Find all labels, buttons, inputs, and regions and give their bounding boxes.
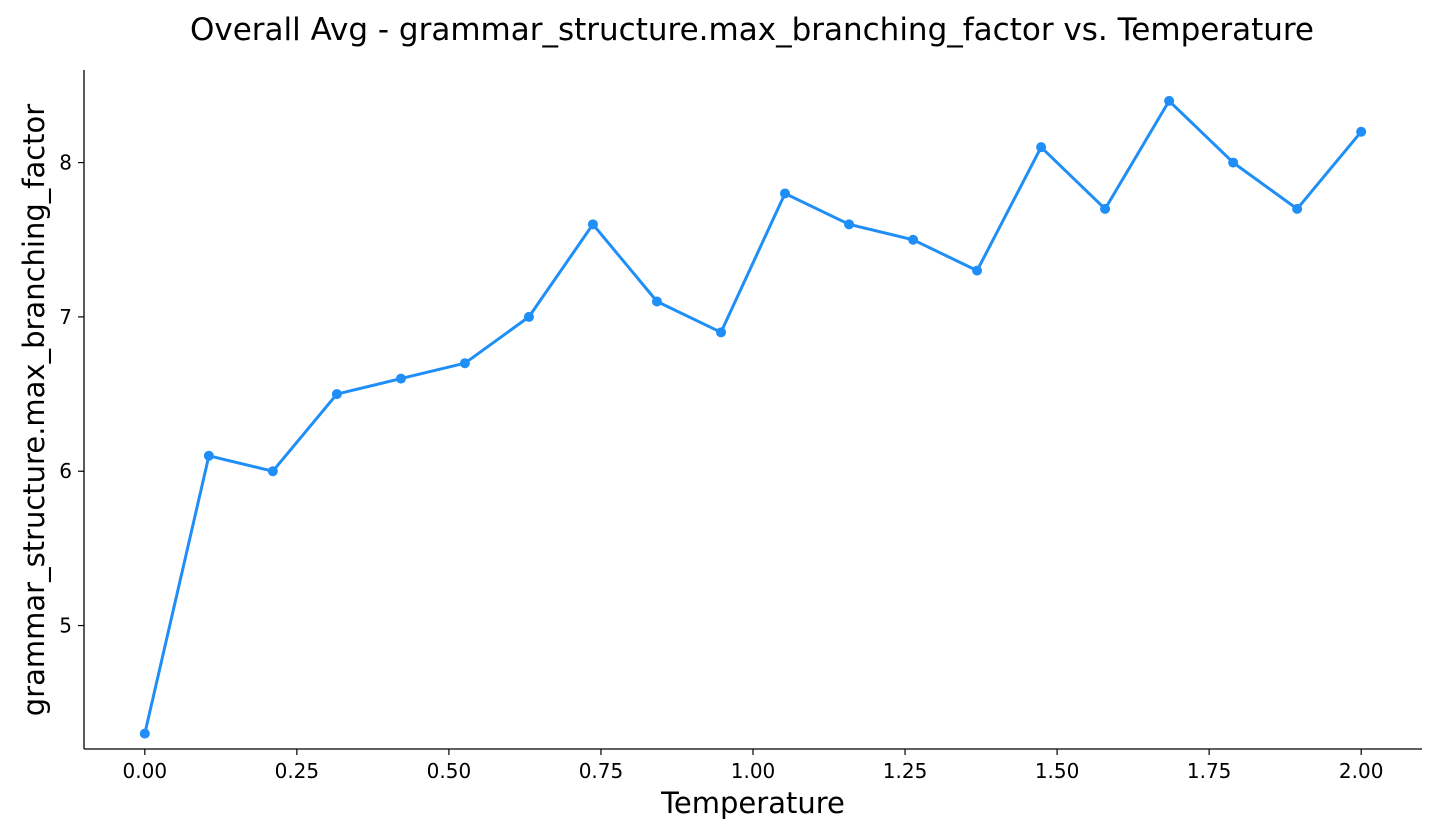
x-ticks: 0.00 0.25 0.50 0.75 1.00 1.25 1.50 1.75 2.00: [123, 749, 1384, 783]
data-point: [1036, 142, 1047, 153]
data-point: [395, 373, 406, 384]
x-tick-label: 0.75: [579, 759, 624, 783]
data-point: [1100, 203, 1111, 214]
y-ticks: 5 6 7 8: [59, 151, 84, 638]
data-point: [203, 450, 214, 461]
data-point: [1356, 126, 1367, 137]
data-point: [908, 234, 919, 245]
x-tick-label: 0.00: [123, 759, 168, 783]
data-point: [716, 327, 727, 338]
data-point: [972, 265, 983, 276]
x-tick-label: 1.00: [731, 759, 776, 783]
x-axis-label: Temperature: [661, 786, 845, 820]
data-point: [459, 358, 470, 369]
y-tick-label: 6: [59, 459, 72, 483]
data-point: [651, 296, 662, 307]
data-point: [1228, 157, 1239, 168]
axes: [83, 70, 1422, 750]
data-point: [844, 219, 855, 230]
data-point: [1164, 95, 1175, 106]
x-tick-label: 0.50: [427, 759, 472, 783]
data-point: [139, 728, 150, 739]
data-point: [779, 188, 790, 199]
data-point: [587, 219, 598, 230]
series-group: [139, 95, 1367, 739]
data-point: [523, 311, 534, 322]
data-point: [267, 466, 278, 477]
y-tick-label: 7: [59, 305, 72, 329]
y-axis-label: grammar_structure.max_branching_factor: [17, 103, 51, 717]
y-tick-label: 8: [59, 151, 72, 175]
chart-title: Overall Avg - grammar_structure.max_bran…: [189, 12, 1315, 48]
x-tick-label: 1.50: [1035, 759, 1080, 783]
x-tick-label: 1.25: [883, 759, 928, 783]
x-tick-label: 0.25: [275, 759, 320, 783]
x-tick-label: 1.75: [1187, 759, 1232, 783]
data-point: [331, 389, 342, 400]
y-tick-label: 5: [59, 614, 72, 638]
data-point: [1292, 203, 1303, 214]
series-line: [143, 99, 1363, 734]
x-tick-label: 2.00: [1339, 759, 1384, 783]
